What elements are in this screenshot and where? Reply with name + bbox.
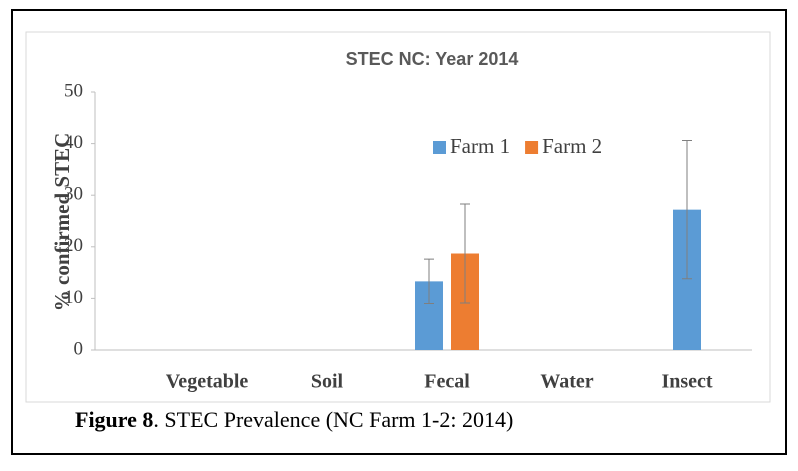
y-tick-label: 40 — [64, 132, 83, 153]
legend-swatch — [433, 141, 446, 154]
caption: Figure 8. STEC Prevalence (NC Farm 1-2: … — [75, 407, 513, 432]
legend-swatch — [525, 141, 539, 154]
x-tick-label: Water — [540, 371, 593, 393]
y-tick-label: 10 — [64, 287, 83, 308]
error-bar — [424, 258, 434, 305]
x-tick-label: Soil — [311, 371, 344, 393]
error-bar — [682, 140, 692, 280]
caption-label: Figure 8 — [75, 407, 153, 432]
x-tick-label: Fecal — [424, 371, 470, 393]
x-tick-label: Vegetable — [166, 371, 249, 393]
y-tick-label: 30 — [64, 184, 83, 205]
legend-label: Farm 1 — [450, 134, 510, 158]
y-tick-label: 50 — [64, 80, 83, 101]
figure-border — [11, 9, 787, 455]
caption-text: . STEC Prevalence (NC Farm 1-2: 2014) — [153, 407, 513, 432]
legend-label: Farm 2 — [542, 134, 602, 158]
chart-border — [25, 31, 771, 403]
x-tick-label: Insect — [661, 371, 712, 393]
y-axis-label: % confirmed STEC — [50, 133, 74, 312]
y-tick-label: 20 — [64, 235, 83, 256]
chart-title: STEC NC: Year 2014 — [346, 49, 519, 69]
error-bar — [460, 203, 470, 304]
y-tick-label: 0 — [74, 338, 84, 359]
